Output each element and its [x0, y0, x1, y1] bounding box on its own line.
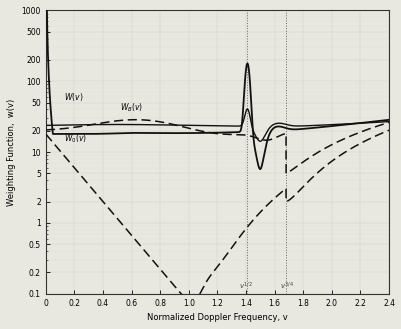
Text: $v^{1/2}$: $v^{1/2}$: [239, 281, 252, 292]
Text: $W_B(v)$: $W_B(v)$: [120, 102, 143, 114]
Text: $W(v)$: $W(v)$: [64, 90, 83, 103]
Text: $W_0(v)$: $W_0(v)$: [64, 133, 87, 145]
X-axis label: Normalized Doppler Frequency, v: Normalized Doppler Frequency, v: [147, 313, 287, 322]
Text: $v^{3/4}$: $v^{3/4}$: [280, 281, 294, 292]
Y-axis label: Weighting Function,  w(v): Weighting Function, w(v): [7, 98, 16, 206]
